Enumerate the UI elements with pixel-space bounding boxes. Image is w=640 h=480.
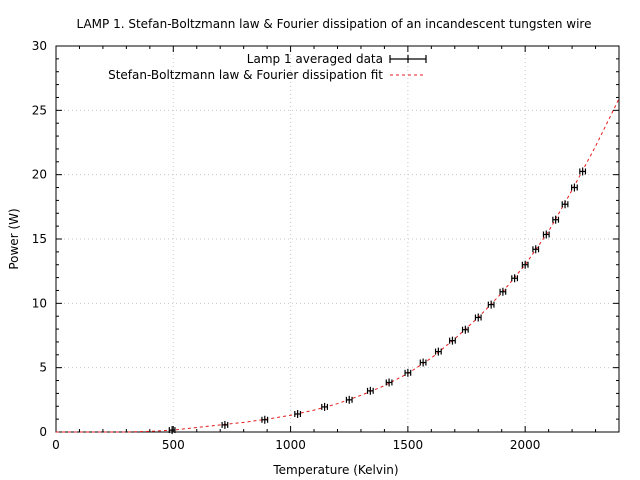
data-point [579,167,587,176]
data-point [434,347,442,356]
x-tick-label: 1500 [393,438,424,452]
data-point [542,230,550,239]
data-point [571,183,578,192]
y-tick-label: 20 [32,168,47,182]
x-axis-title: Temperature (Kelvin) [272,463,398,477]
legend-label-data: Lamp 1 averaged data [247,52,383,66]
data-point [499,287,507,296]
chart-title: LAMP 1. Stefan-Boltzmann law & Fourier d… [77,17,592,31]
x-tick-label: 2000 [510,438,541,452]
data-point [168,426,176,435]
y-tick-label: 0 [39,425,47,439]
tick-label-layer: 0 500 1000 1500 2000 0 5 10 15 20 25 30 [32,39,541,452]
data-point [561,200,569,209]
legend-label-fit: Stefan-Boltzmann law & Fourier dissipati… [108,68,383,82]
data-point [404,368,412,377]
legend: Lamp 1 averaged data Stefan-Boltzmann la… [108,52,427,82]
data-point [321,402,329,411]
x-tick-label: 1000 [275,438,306,452]
x-tick-label: 0 [52,438,60,452]
data-point [221,420,229,429]
data-point [521,260,529,269]
data-point [461,325,469,334]
data-point [294,409,302,418]
y-tick-label: 25 [32,103,47,117]
data-point [345,395,353,404]
data-point [487,300,495,309]
data-point [449,336,456,345]
fit-line [56,98,620,433]
data-point [419,358,427,367]
data-point [532,245,540,254]
data-point [366,386,374,395]
plot-frame [55,45,620,433]
y-tick-label: 30 [32,39,47,53]
series-layer [56,98,620,435]
data-point [552,215,560,224]
legend-swatch-data [389,55,427,63]
y-axis-title: Power (W) [7,208,21,269]
data-point [474,313,482,322]
y-tick-label: 15 [32,232,47,246]
grid-layer [56,46,619,432]
x-tick-label: 500 [162,438,185,452]
data-point [261,415,269,424]
data-point [511,274,519,283]
data-point [385,378,393,387]
y-tick-label: 5 [39,361,47,375]
y-tick-label: 10 [32,296,47,310]
